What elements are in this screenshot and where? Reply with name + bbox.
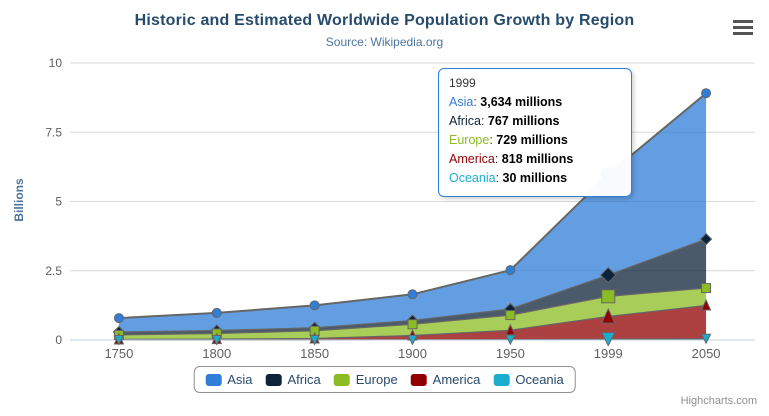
tooltip-series-name: Oceania: [449, 171, 496, 185]
legend-symbol-europe: [333, 373, 350, 386]
legend-label: Oceania: [515, 372, 564, 387]
marker-asia-1800[interactable]: [211, 307, 222, 318]
tooltip-row-europe: Europe: 729 millions: [449, 133, 568, 147]
y-axis-label: 5: [55, 195, 62, 209]
marker-america-1999[interactable]: [600, 307, 616, 324]
marker-oceania-1800[interactable]: [211, 334, 223, 346]
marker-europe-1950[interactable]: [505, 310, 516, 321]
hamburger-icon: [733, 32, 753, 35]
marker-europe-2050[interactable]: [701, 283, 712, 294]
legend: Asia Africa Europe America Oceania: [193, 366, 576, 393]
marker-asia-2050[interactable]: [701, 88, 712, 99]
legend-item-europe[interactable]: Europe: [333, 372, 398, 387]
x-axis-label: 1950: [496, 346, 525, 361]
x-axis-label: 2050: [692, 346, 721, 361]
x-axis-label: 1750: [104, 346, 133, 361]
marker-asia-1950[interactable]: [505, 265, 516, 276]
legend-label: Africa: [287, 372, 321, 387]
tooltip-header: 1999: [449, 76, 476, 90]
area-asia[interactable]: [118, 93, 707, 332]
y-axis-label: 10: [49, 56, 63, 70]
tooltip-series-name: Europe: [449, 133, 490, 147]
chart-subtitle: Source: Wikipedia.org: [325, 35, 444, 49]
area-america[interactable]: [118, 305, 707, 340]
marker-asia-1900[interactable]: [407, 289, 418, 300]
x-axis-label: 1900: [398, 346, 427, 361]
marker-america-2050[interactable]: [700, 298, 712, 311]
y-axis-label: 2.5: [45, 264, 62, 278]
tooltip-series-value: 30 millions: [502, 171, 568, 185]
legend-item-oceania[interactable]: Oceania: [493, 372, 564, 387]
x-axis-label: 1999: [594, 346, 623, 361]
y-axis-label: 0: [55, 333, 62, 347]
legend-label: Europe: [355, 372, 398, 387]
legend-label: Asia: [227, 372, 253, 387]
marker-europe-1999[interactable]: [601, 289, 616, 304]
x-axis-label: 1850: [300, 346, 329, 361]
credits-link[interactable]: Highcharts.com: [680, 395, 757, 407]
export-menu-button[interactable]: [733, 20, 755, 35]
x-axis-label: 1800: [202, 346, 231, 361]
tooltip-series-name: America: [449, 152, 495, 166]
tooltip-row-africa: Africa: 767 millions: [449, 114, 560, 128]
marker-africa-2050[interactable]: [699, 232, 713, 246]
marker-oceania-1850[interactable]: [309, 334, 320, 346]
y-axis-label: 7.5: [45, 125, 62, 139]
tooltip-row-oceania: Oceania: 30 millions: [449, 171, 568, 185]
tooltip-rows: Asia: 3,634 millions Africa: 767 millions…: [449, 93, 621, 188]
legend-symbol-america: [410, 373, 427, 386]
hamburger-icon: [733, 20, 753, 23]
tooltip-series-value: 3,634 millions: [480, 95, 563, 109]
area-africa[interactable]: [118, 239, 707, 335]
marker-asia-1850[interactable]: [309, 300, 320, 311]
marker-asia-1750[interactable]: [113, 313, 124, 324]
tooltip-series-value: 729 millions: [496, 133, 568, 147]
marker-africa-1999[interactable]: [600, 266, 617, 284]
marker-europe-1900[interactable]: [407, 319, 418, 330]
marker-oceania-1999[interactable]: [600, 332, 616, 347]
legend-item-america[interactable]: America: [410, 372, 481, 387]
tooltip-series-name: Africa: [449, 114, 481, 128]
legend-symbol-oceania: [493, 373, 510, 386]
legend-symbol-asia: [205, 373, 222, 386]
legend-item-asia[interactable]: Asia: [205, 372, 253, 387]
legend-item-africa[interactable]: Africa: [265, 372, 321, 387]
tooltip-series-value: 767 millions: [487, 114, 560, 128]
tooltip: 1999 Asia: 3,634 millions Africa: 767 mil…: [438, 68, 632, 197]
marker-oceania-1900[interactable]: [407, 334, 418, 346]
tooltip-row-america: America: 818 millions: [449, 152, 574, 166]
marker-oceania-1950[interactable]: [505, 334, 516, 346]
legend-label: America: [432, 372, 481, 387]
hamburger-icon: [733, 26, 753, 29]
marker-oceania-1750[interactable]: [113, 334, 125, 346]
chart-title: Historic and Estimated Worldwide Populat…: [134, 12, 635, 29]
legend-symbol-africa: [265, 373, 282, 386]
tooltip-series-value: 818 millions: [501, 152, 574, 166]
tooltip-row-asia: Asia: 3,634 millions: [449, 95, 563, 109]
tooltip-series-name: Asia: [449, 95, 474, 109]
marker-oceania-2050[interactable]: [700, 333, 712, 345]
